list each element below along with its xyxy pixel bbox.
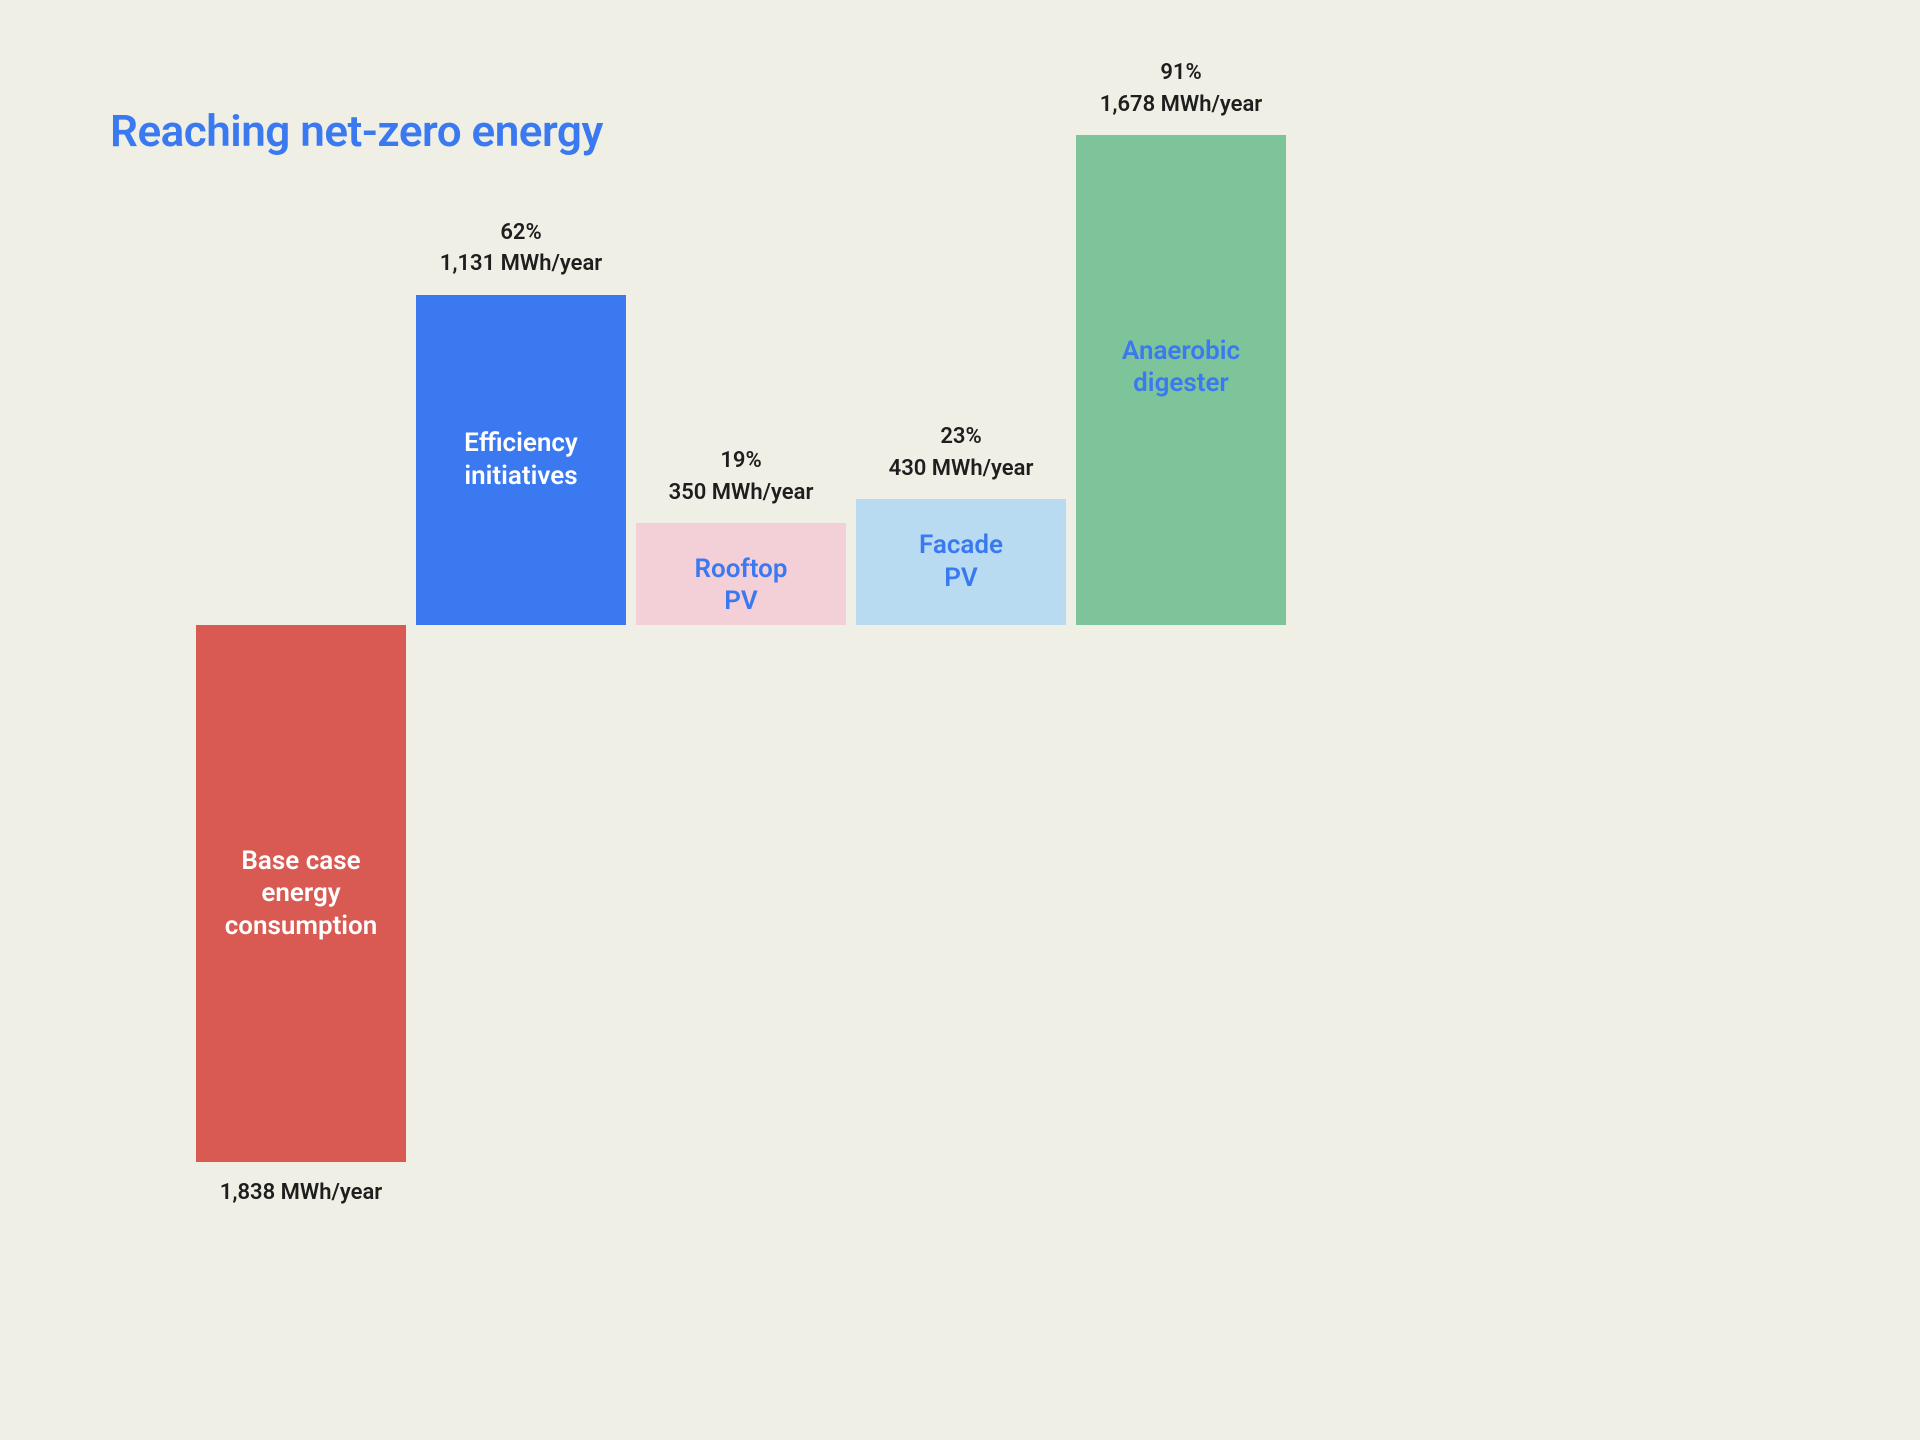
bar-base: Base case energy consumption [196, 625, 406, 1162]
annotation-value-efficiency: 1,131 MWh/year [416, 248, 626, 280]
annotation-digester: 91%1,678 MWh/year [1076, 57, 1286, 121]
annotation-pct-facade: 23% [856, 421, 1066, 453]
chart-title: Reaching net-zero energy [110, 105, 603, 157]
slide: Reaching net-zero energy Base case energ… [0, 0, 1920, 1440]
bar-facade: Facade PV [856, 499, 1066, 625]
bar-label-efficiency: Efficiency initiatives [464, 427, 578, 492]
bar-efficiency: Efficiency initiatives [416, 295, 626, 625]
bar-label-facade: Facade PV [919, 529, 1003, 594]
bar-digester: Anaerobic digester [1076, 135, 1286, 625]
annotation-value-digester: 1,678 MWh/year [1076, 89, 1286, 121]
bar-rooftop: Rooftop PV [636, 523, 846, 625]
annotation-facade: 23%430 MWh/year [856, 421, 1066, 485]
annotation-pct-digester: 91% [1076, 57, 1286, 89]
annotation-value-facade: 430 MWh/year [856, 453, 1066, 485]
annotation-rooftop: 19%350 MWh/year [636, 445, 846, 509]
bar-label-rooftop: Rooftop PV [695, 553, 788, 618]
bar-label-digester: Anaerobic digester [1122, 335, 1240, 400]
bottom-label-base: 1,838 MWh/year [196, 1180, 406, 1205]
bar-label-base: Base case energy consumption [225, 845, 378, 943]
annotation-pct-efficiency: 62% [416, 217, 626, 249]
annotation-pct-rooftop: 19% [636, 445, 846, 477]
annotation-efficiency: 62%1,131 MWh/year [416, 217, 626, 281]
annotation-value-rooftop: 350 MWh/year [636, 477, 846, 509]
